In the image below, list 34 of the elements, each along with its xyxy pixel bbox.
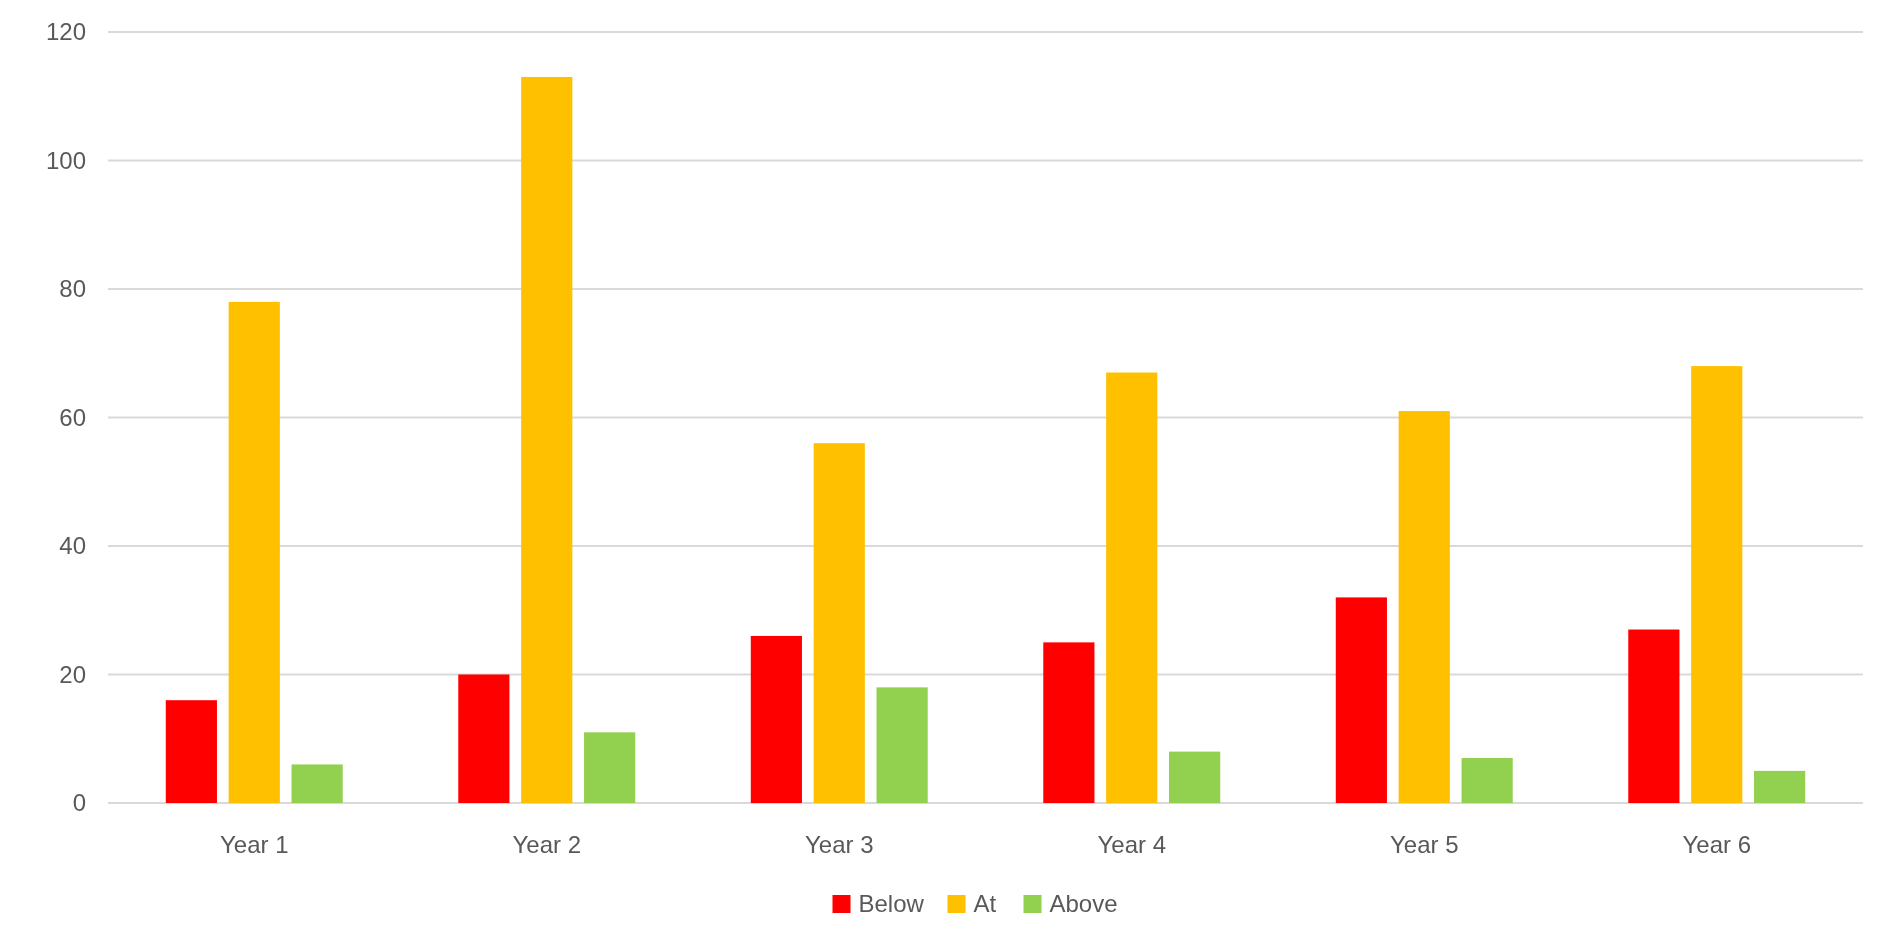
bar: [1106, 372, 1158, 803]
bar: [228, 301, 280, 803]
legend-label: Above: [1049, 890, 1118, 918]
x-tick-label: Year 5: [1389, 831, 1459, 858]
bar: [1461, 758, 1513, 803]
bar: [458, 674, 510, 803]
x-tick-label: Year 1: [219, 831, 289, 858]
bar: [1043, 642, 1095, 803]
y-tick-label: 100: [45, 146, 86, 174]
y-tick-label: 60: [59, 403, 86, 431]
bar: [750, 635, 802, 803]
bar: [1398, 411, 1450, 803]
bar: [584, 732, 636, 803]
bar: [521, 76, 573, 803]
y-tick-label: 0: [72, 789, 86, 817]
y-tick-label: 40: [59, 532, 86, 560]
bar: [813, 443, 865, 803]
legend-label: Below: [858, 890, 925, 918]
x-tick-label: Year 6: [1682, 831, 1752, 858]
bar: [165, 700, 217, 803]
bar: [1628, 629, 1680, 803]
x-tick-label: Year 2: [512, 831, 582, 858]
x-tick-label: Year 4: [1097, 831, 1167, 858]
y-tick-label: 20: [59, 660, 86, 688]
y-tick-label: 80: [59, 275, 86, 303]
bar: [876, 687, 928, 803]
x-tick-label: Year 3: [804, 831, 874, 858]
legend-label: At: [973, 890, 997, 918]
y-tick-label: 120: [45, 18, 86, 46]
bar: [1691, 366, 1743, 803]
bar: [291, 764, 343, 803]
bar: [1335, 597, 1387, 803]
bar: [1754, 770, 1806, 803]
bar: [1169, 751, 1221, 803]
